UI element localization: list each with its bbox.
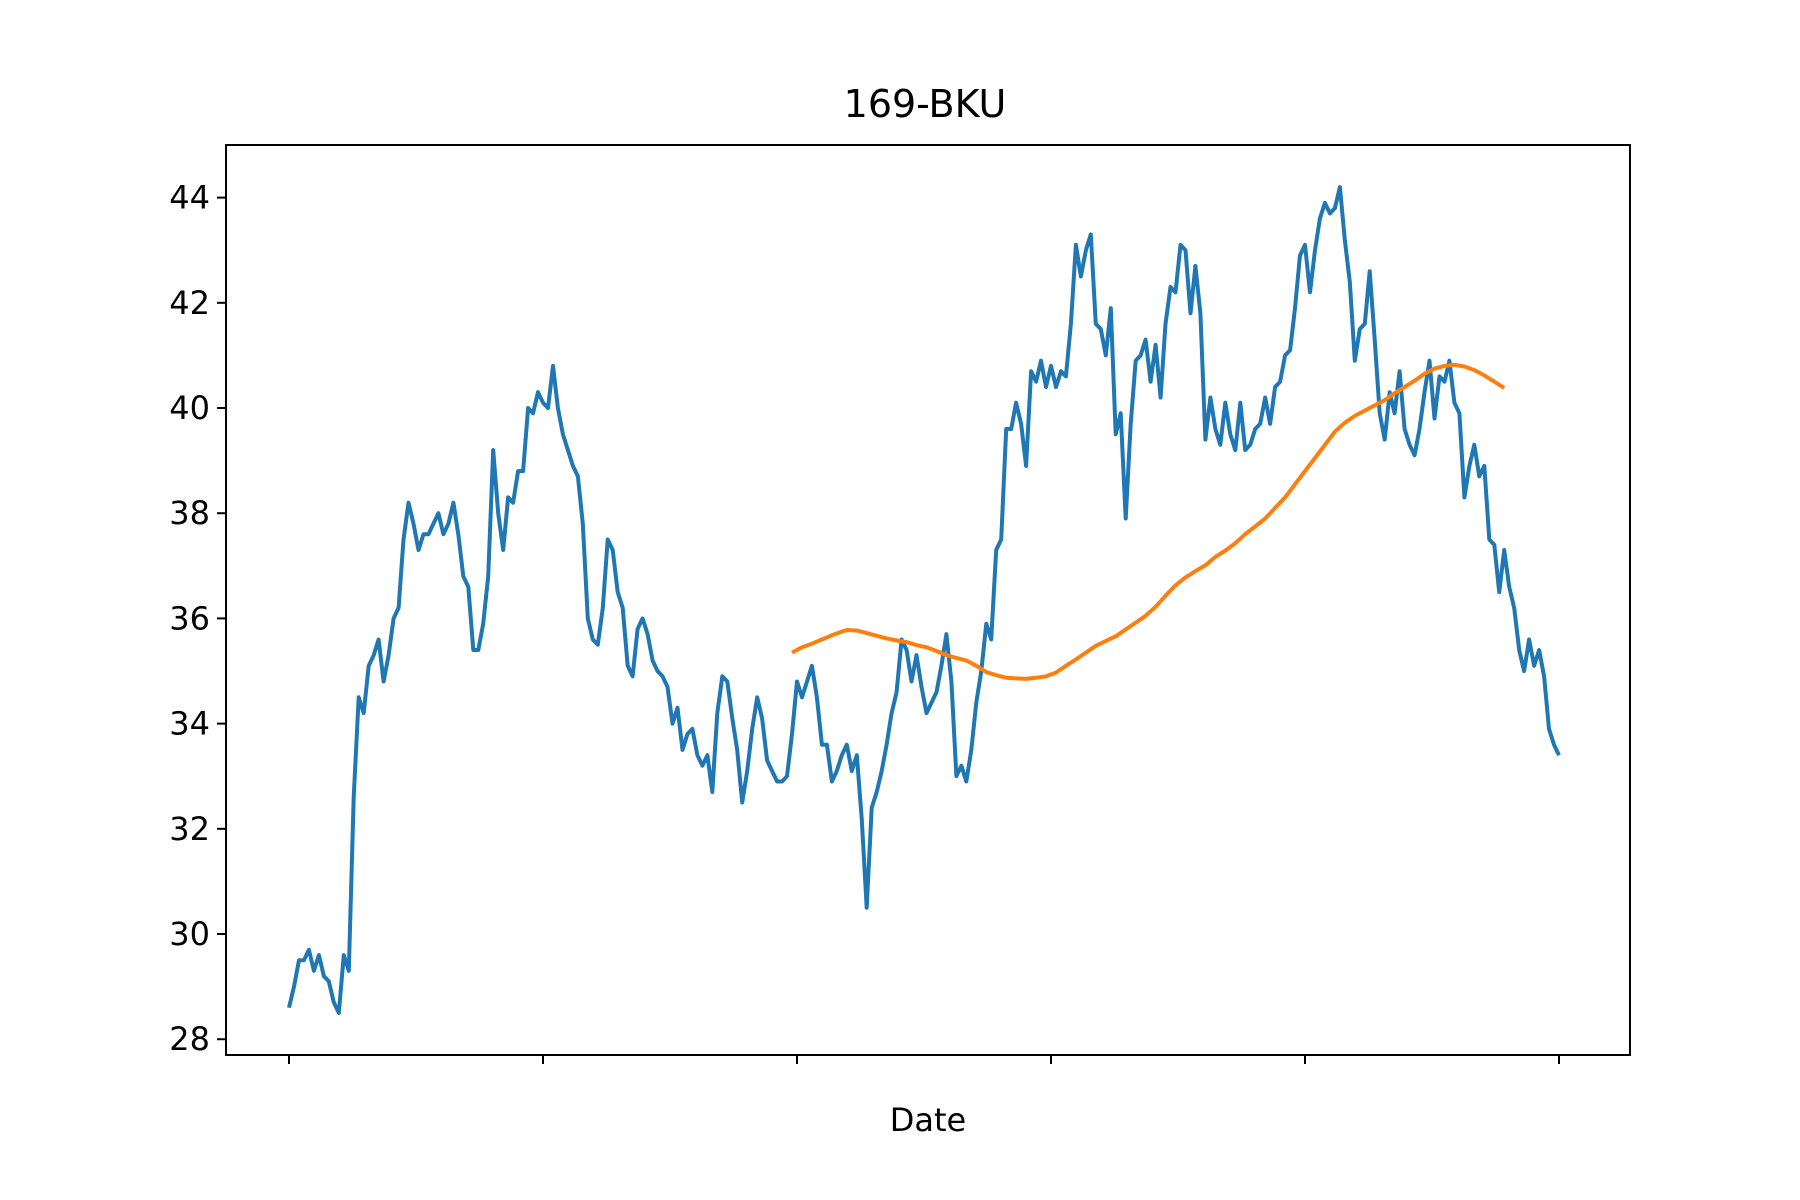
y-tick-label: 28	[169, 1020, 210, 1058]
y-tick-label: 32	[169, 810, 210, 848]
x-axis	[288, 1055, 1560, 1064]
y-tick-label: 34	[169, 705, 210, 743]
y-tick-label: 30	[169, 915, 210, 953]
y-tick-label: 44	[169, 179, 210, 217]
y-tick-label: 36	[169, 599, 210, 637]
chart-title: 169-BKU	[844, 82, 1007, 126]
y-tick-label: 42	[169, 284, 210, 322]
y-tick-label: 38	[169, 494, 210, 532]
y-tick-label: 40	[169, 389, 210, 427]
y-axis: 28 30 32 34 36 38 40 42 44	[169, 179, 226, 1058]
price-line	[287, 185, 1561, 1015]
x-axis-label: Date	[890, 1101, 966, 1139]
plot-frame	[225, 144, 1631, 1056]
moving-average-line	[791, 362, 1506, 681]
series-layer	[287, 185, 1561, 1015]
